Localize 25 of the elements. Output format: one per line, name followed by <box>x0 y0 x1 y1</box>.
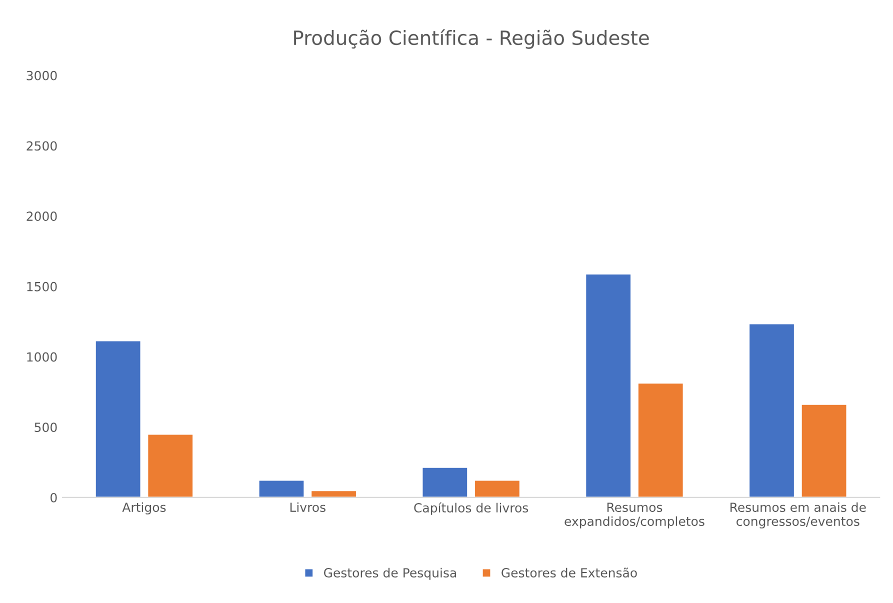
y-tick-label: 2500 <box>26 141 57 151</box>
bar <box>310 490 358 498</box>
y-tick-label: 3000 <box>26 70 57 80</box>
bar <box>94 340 142 498</box>
bar <box>584 273 632 498</box>
bar <box>748 322 796 498</box>
legend-label: Gestores de Extensão <box>502 568 637 578</box>
legend-label: Gestores de Pesquisa <box>324 568 456 580</box>
bar <box>146 433 194 498</box>
bar <box>421 466 468 498</box>
x-tick-label: Artigos <box>122 502 166 514</box>
y-tick-label: 500 <box>34 422 57 432</box>
bar <box>474 479 521 498</box>
y-tick-label: 1500 <box>27 282 57 292</box>
bar <box>258 479 306 498</box>
x-tick-label: Resumos em anais de congressos/eventos <box>730 502 866 528</box>
y-tick-label: 0 <box>50 492 57 502</box>
x-tick-label: Capítulos de livros <box>414 502 528 515</box>
x-tick-label: Livros <box>290 502 326 512</box>
bar <box>800 403 848 498</box>
y-tick-label: 2000 <box>26 212 57 221</box>
y-tick-label: 1000 <box>27 352 57 362</box>
chart-title: Produção Científica - Região Sudeste <box>294 29 649 49</box>
bar <box>637 382 684 498</box>
x-tick-label: Resumos expandidos/completos <box>564 502 704 528</box>
